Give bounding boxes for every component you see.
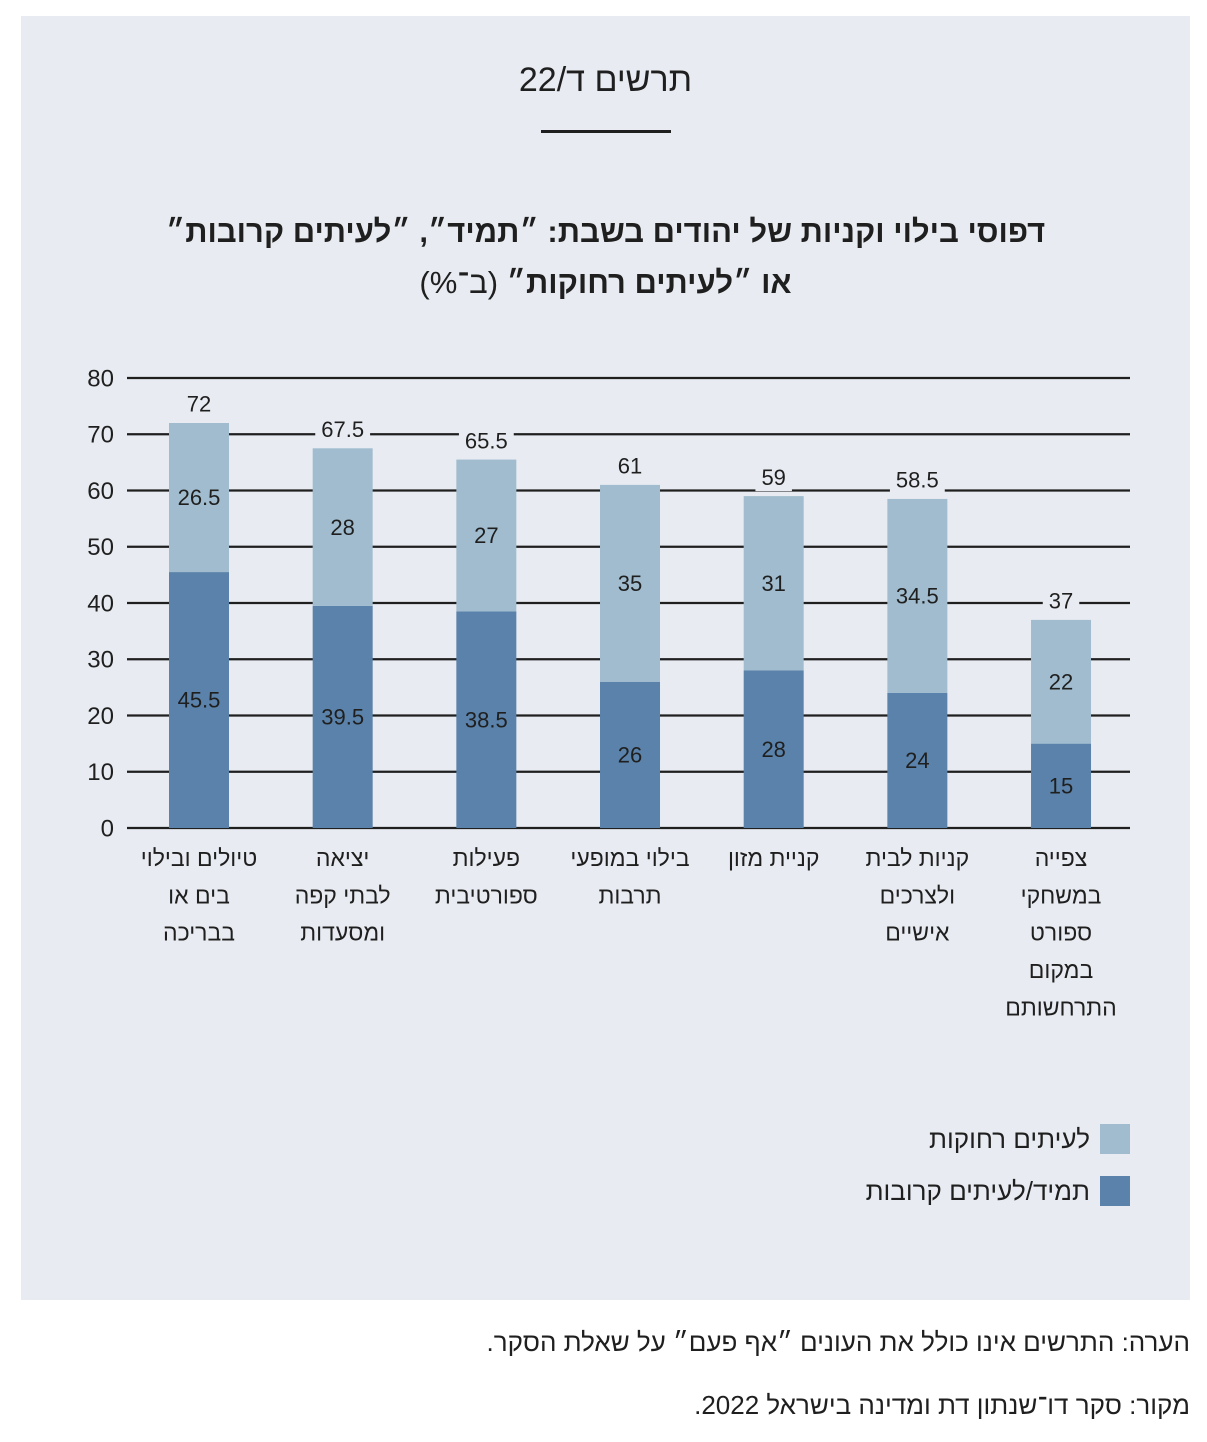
legend-swatch-always-often bbox=[1100, 1176, 1130, 1206]
segment-value-label: 35 bbox=[618, 571, 642, 596]
total-label-background bbox=[315, 415, 371, 444]
chart-title-line-1: דפוסי בילוי וקניות של יהודים בשבת: ״תמיד… bbox=[165, 214, 1046, 249]
y-tick-label: 50 bbox=[87, 534, 114, 561]
segment-value-label: 24 bbox=[905, 748, 929, 773]
segment-value-label: 45.5 bbox=[178, 688, 221, 713]
segment-value-label: 28 bbox=[330, 515, 354, 540]
y-tick-label: 80 bbox=[87, 365, 114, 392]
bar-segment-always-often bbox=[456, 611, 517, 828]
segment-value-label: 15 bbox=[1049, 774, 1073, 799]
category-label-line: ספורטיבית bbox=[435, 882, 538, 908]
total-label: 72 bbox=[187, 392, 211, 417]
bar-segment-rarely bbox=[887, 498, 948, 693]
total-label-background bbox=[458, 426, 514, 455]
y-tick-label: 30 bbox=[87, 647, 114, 674]
source-note: מקור: סקר דו־שנתון דת ומדינה בישראל 2022… bbox=[694, 1390, 1190, 1420]
category-label-line: בבריכה bbox=[163, 920, 235, 946]
category-label-line: טיולים ובילוי bbox=[141, 845, 258, 871]
legend-label-always-often: תמיד/לעיתים קרובות bbox=[865, 1176, 1090, 1206]
total-label: 67.5 bbox=[321, 417, 364, 442]
total-label-background bbox=[889, 465, 945, 494]
category-label-line: קניות לבית bbox=[866, 845, 970, 871]
category-label-line: התרחשותם bbox=[1005, 994, 1116, 1020]
bar-segment-always-often bbox=[600, 681, 661, 828]
y-tick-label: 20 bbox=[87, 703, 114, 730]
y-tick-label: 40 bbox=[87, 590, 114, 617]
segment-value-label: 38.5 bbox=[465, 707, 508, 732]
bar-segment-rarely bbox=[743, 496, 804, 671]
category-label-line: ספורט bbox=[1030, 920, 1092, 946]
category-label-line: יציאה bbox=[316, 845, 370, 871]
category-label-line: תרבות bbox=[598, 882, 661, 908]
title-rule bbox=[541, 130, 671, 133]
category-label: קניית מזון bbox=[728, 845, 819, 871]
chart-title-line-2-text: או ״לעיתים רחוקות״ bbox=[506, 265, 792, 300]
total-label-background bbox=[611, 451, 649, 480]
category-label-line: בים או bbox=[168, 882, 230, 908]
bar-segment-always-often bbox=[887, 693, 948, 828]
category-label-line: ומסעדות bbox=[300, 920, 385, 946]
segment-value-label: 22 bbox=[1049, 669, 1073, 694]
y-tick-label: 70 bbox=[87, 422, 114, 449]
segment-value-label: 39.5 bbox=[321, 705, 364, 730]
total-label: 61 bbox=[618, 454, 642, 479]
figure-label: תרשים ד/22 bbox=[518, 61, 693, 99]
category-label-line: אישיים bbox=[885, 920, 950, 946]
category-label-line: במשחקי bbox=[1021, 882, 1102, 908]
category-label-line: פעילות bbox=[453, 845, 520, 871]
bar-segment-rarely bbox=[600, 484, 661, 682]
category-label: פעילות ספורטיבית bbox=[435, 845, 538, 908]
legend-item-always-often: תמיד/לעיתים קרובות bbox=[866, 1176, 1130, 1206]
bar-segment-rarely bbox=[1031, 619, 1092, 744]
y-tick-label: 60 bbox=[87, 478, 114, 505]
chart-title-line-2: או ״לעיתים רחוקות״ (ב־%) bbox=[21, 257, 1190, 308]
segment-labels: 45.5 26.5 39.5 28 38.5 27 26 35 28 31 24 34.5 15 22 bbox=[178, 485, 1074, 798]
legend: לעיתים רחוקות תמיד/לעיתים קרובות bbox=[866, 1124, 1130, 1228]
total-label-background bbox=[1042, 586, 1080, 615]
total-label: 37 bbox=[1049, 589, 1073, 614]
category-label: יציאה לבתי קפה ומסעדות bbox=[295, 845, 391, 946]
bar-segment-rarely bbox=[312, 448, 373, 606]
bar-segment-always-often bbox=[1031, 743, 1092, 828]
category-label-line: לבתי קפה bbox=[295, 882, 391, 908]
segment-value-label: 26.5 bbox=[178, 485, 221, 510]
x-axis-categories: טיולים ובילוי בים או בבריכה יציאה לבתי קפה ומ… bbox=[141, 845, 1117, 1020]
footnote: הערה: התרשים אינו כולל את העונים ״אף פעם… bbox=[486, 1327, 1190, 1357]
total-labels: 72 67.5 65.5 61 59 58.5 37 bbox=[180, 390, 1080, 615]
segment-value-label: 34.5 bbox=[896, 584, 939, 609]
legend-item-rarely: לעיתים רחוקות bbox=[866, 1124, 1130, 1154]
total-label: 59 bbox=[761, 465, 785, 490]
category-label-line: בילוי במופעי bbox=[570, 845, 689, 871]
bar-segment-always-often bbox=[312, 605, 373, 828]
total-label-background bbox=[755, 463, 792, 492]
category-label: קניות לבית ולצרכים אישיים bbox=[866, 845, 970, 946]
chart-title: דפוסי בילוי וקניות של יהודים בשבת: ״תמיד… bbox=[21, 206, 1190, 308]
total-label: 58.5 bbox=[896, 468, 939, 493]
legend-label-rarely: לעיתים רחוקות bbox=[929, 1124, 1090, 1154]
segment-value-label: 31 bbox=[761, 571, 785, 596]
legend-swatch-rarely bbox=[1100, 1124, 1130, 1154]
category-label: צפייה במשחקי ספורט במקום התרחשותם bbox=[1005, 845, 1116, 1020]
category-label-line: צפייה bbox=[1035, 845, 1088, 871]
category-label: בילוי במופעי תרבות bbox=[570, 845, 689, 908]
total-label: 65.5 bbox=[465, 428, 508, 453]
bar-segment-rarely bbox=[456, 459, 517, 612]
y-tick-label: 0 bbox=[101, 815, 114, 842]
category-label-line: ולצרכים bbox=[880, 882, 955, 908]
segment-value-label: 28 bbox=[761, 737, 785, 762]
chart-unit: (ב־%) bbox=[419, 265, 499, 300]
category-label-line: קניית מזון bbox=[728, 845, 819, 871]
bar-segment-always-often bbox=[743, 670, 804, 828]
bar-segment-rarely bbox=[169, 423, 229, 573]
segment-value-label: 26 bbox=[618, 743, 642, 768]
category-label-line: במקום bbox=[1029, 957, 1093, 983]
category-label: טיולים ובילוי בים או בבריכה bbox=[141, 845, 258, 946]
bar-segment-always-often bbox=[169, 572, 229, 828]
segment-value-label: 27 bbox=[474, 523, 498, 548]
y-tick-label: 10 bbox=[87, 759, 114, 786]
y-axis: 0 10 20 30 40 50 60 70 80 bbox=[87, 365, 114, 842]
total-label-background bbox=[180, 390, 218, 418]
bars bbox=[169, 423, 1092, 828]
